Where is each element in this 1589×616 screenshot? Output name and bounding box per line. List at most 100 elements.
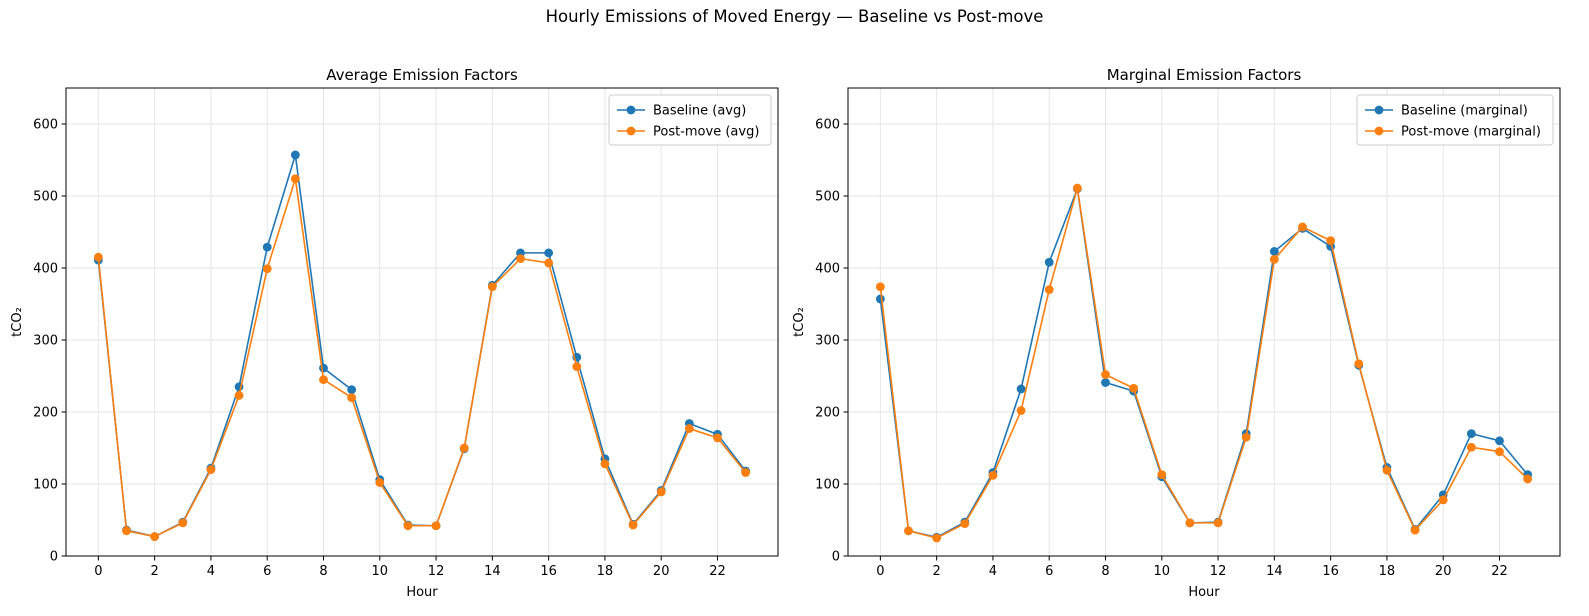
legend-swatch-marker: [1374, 126, 1384, 136]
chart-title: Average Emission Factors: [326, 66, 518, 84]
legend: Baseline (avg) Post-move (avg): [608, 94, 772, 146]
y-tick-label: 200: [33, 406, 58, 421]
data-point: [932, 533, 942, 543]
data-point: [206, 465, 216, 474]
x-axis-label: Hour: [1188, 585, 1220, 600]
data-point: [1157, 470, 1167, 480]
data-point: [1044, 285, 1054, 294]
x-tick-label: 16: [540, 564, 557, 579]
figure-title: Hourly Emissions of Moved Energy — Basel…: [545, 7, 1044, 26]
data-point: [1438, 495, 1448, 505]
x-tick-label: 10: [1154, 564, 1171, 579]
y-tick-label: 0: [50, 550, 58, 565]
data-point: [234, 391, 244, 400]
data-point: [290, 150, 300, 160]
legend-swatch-marker: [1374, 105, 1384, 115]
data-point: [1016, 384, 1026, 394]
data-point: [1298, 222, 1307, 232]
x-tick-label: 16: [1322, 564, 1339, 579]
data-point: [1072, 183, 1082, 193]
y-axis-label: tCO₂: [10, 307, 25, 337]
data-point: [487, 282, 497, 292]
axes-frame: [847, 87, 1561, 557]
legend-box: [1356, 94, 1554, 146]
data-point: [1466, 442, 1476, 452]
y-tick-label: 500: [815, 190, 840, 205]
legend-swatch-marker: [626, 126, 636, 136]
data-point: [1382, 465, 1392, 475]
y-tick-label: 0: [832, 550, 840, 565]
legend: Baseline (marginal) Post-move (marginal): [1356, 94, 1554, 146]
y-tick-label: 600: [33, 118, 58, 133]
series-line-1: [879, 188, 1529, 539]
data-point: [459, 443, 469, 453]
data-point: [1101, 370, 1110, 379]
x-tick-label: 12: [1210, 564, 1227, 579]
data-point: [1044, 257, 1054, 267]
data-point: [319, 375, 328, 384]
data-point: [1269, 247, 1279, 256]
data-point: [431, 521, 441, 531]
data-point: [1213, 518, 1223, 528]
data-point: [1269, 254, 1279, 264]
y-tick-label: 100: [33, 478, 58, 493]
data-point: [904, 526, 913, 536]
x-tick-label: 4: [207, 564, 215, 579]
y-tick-label: 300: [33, 334, 58, 349]
x-tick-label: 8: [319, 564, 327, 579]
series-line-1: [97, 154, 747, 538]
x-tick-label: 6: [263, 564, 271, 579]
data-point: [875, 294, 885, 304]
data-point: [1101, 378, 1110, 387]
data-point: [628, 520, 638, 530]
x-tick-label: 20: [1435, 564, 1452, 579]
data-point: [741, 468, 751, 477]
series-line-2: [879, 187, 1529, 539]
data-point: [262, 264, 272, 274]
data-point: [178, 518, 188, 528]
data-point: [1495, 447, 1504, 456]
data-point: [262, 242, 272, 252]
data-point: [684, 424, 694, 433]
data-point: [347, 393, 357, 402]
legend-label: Baseline (marginal): [1401, 104, 1528, 119]
legend-label: Baseline (avg): [653, 104, 746, 119]
data-point: [600, 459, 610, 469]
x-tick-label: 6: [1045, 564, 1053, 579]
legend-swatch-marker: [626, 105, 636, 115]
y-tick-label: 100: [815, 478, 840, 493]
data-point: [1410, 525, 1420, 535]
x-tick-label: 8: [1101, 564, 1109, 579]
data-point: [1185, 518, 1195, 528]
legend-label: Post-move (marginal): [1401, 125, 1541, 140]
x-tick-label: 4: [989, 564, 997, 579]
x-tick-label: 10: [372, 564, 389, 579]
data-point: [1326, 236, 1336, 246]
x-tick-label: 22: [709, 564, 726, 579]
data-point: [290, 174, 300, 184]
y-tick-label: 300: [815, 334, 840, 349]
legend-label: Post-move (avg): [653, 125, 759, 140]
axes-frame: [65, 87, 779, 557]
data-point: [713, 433, 722, 443]
data-point: [656, 487, 666, 497]
data-point: [93, 252, 103, 262]
x-tick-label: 18: [1379, 564, 1396, 579]
data-point: [403, 521, 413, 531]
y-tick-label: 400: [815, 262, 840, 277]
x-tick-label: 22: [1491, 564, 1508, 579]
data-point: [1129, 383, 1139, 393]
data-point: [1016, 406, 1026, 415]
chart-panel-2: 0 2 4 6 8 10 12 14 16 18 20 22 0 100 200 300 400 500 600 Ma…: [792, 66, 1561, 600]
data-point: [122, 526, 131, 536]
x-tick-label: 12: [428, 564, 445, 579]
x-tick-label: 20: [653, 564, 670, 579]
data-point: [1495, 436, 1504, 446]
x-tick-label: 0: [94, 564, 102, 579]
data-point: [544, 258, 554, 268]
y-tick-label: 200: [815, 406, 840, 421]
x-tick-label: 14: [1266, 564, 1283, 579]
data-point: [375, 478, 385, 487]
data-point: [1523, 474, 1533, 484]
chart-title: Marginal Emission Factors: [1107, 66, 1302, 84]
